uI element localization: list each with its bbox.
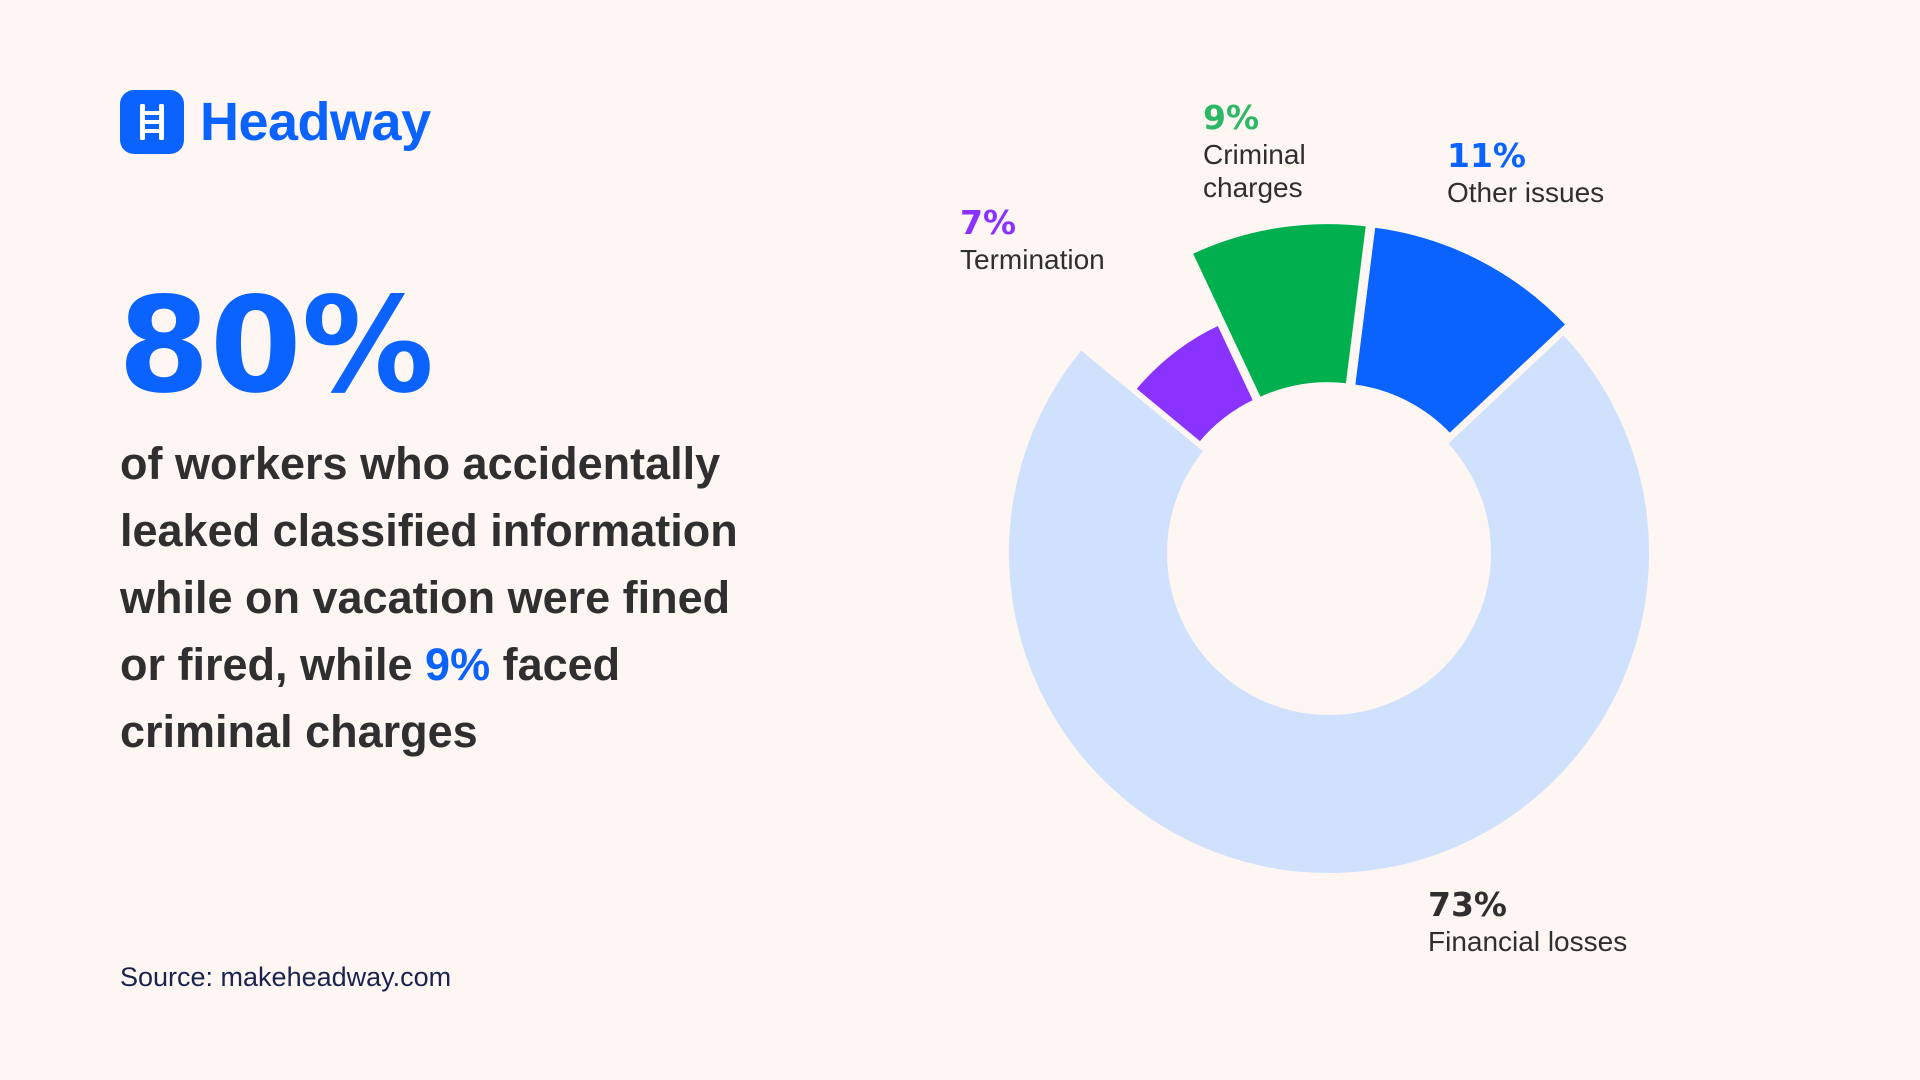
headline-stat: 80%: [118, 269, 434, 423]
brand-name: Headway: [200, 92, 431, 152]
slice-other-issues: [1351, 223, 1570, 438]
description-highlight: 9%: [425, 639, 491, 690]
label-termination: 7% Termination: [960, 206, 1105, 276]
description-text-2: faced criminal charges: [120, 639, 621, 757]
slice-financial-losses: [1005, 330, 1653, 877]
pct-criminal-charges: 9%: [1203, 98, 1260, 137]
label-financial-losses: 73% Financial losses: [1428, 888, 1627, 958]
slice-criminal-charges: [1188, 220, 1370, 402]
label-other-issues: 11% Other issues: [1447, 139, 1604, 209]
pct-financial-losses: 73%: [1428, 885, 1507, 924]
headway-logo: Headway: [120, 90, 431, 154]
cat-other-issues: Other issues: [1447, 177, 1605, 208]
cat-financial-losses: Financial losses: [1428, 926, 1628, 957]
stat-description: of workers who accidentally leaked class…: [120, 430, 780, 765]
cat-criminal-charges: Criminal charges: [1203, 139, 1306, 203]
description-text-1: of workers who accidentally leaked class…: [120, 438, 738, 690]
pct-other-issues: 11%: [1447, 136, 1526, 175]
slice-termination: [1131, 321, 1258, 446]
pct-termination: 7%: [960, 203, 1017, 242]
source-note: Source: makeheadway.com: [120, 962, 452, 992]
ladder-icon: [120, 90, 184, 154]
cat-termination: Termination: [960, 244, 1105, 275]
label-criminal-charges: 9% Criminal charges: [1203, 101, 1343, 204]
